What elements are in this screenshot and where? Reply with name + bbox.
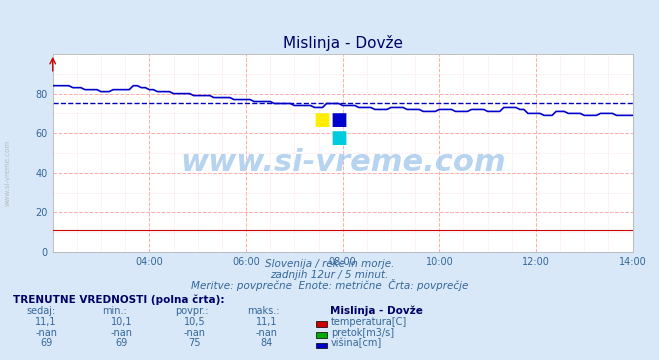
Text: 69: 69 [116, 338, 128, 348]
Text: 84: 84 [261, 338, 273, 348]
Text: www.si-vreme.com: www.si-vreme.com [5, 140, 11, 206]
Text: 69: 69 [40, 338, 52, 348]
Text: pretok[m3/s]: pretok[m3/s] [331, 328, 394, 338]
Text: min.:: min.: [102, 306, 127, 316]
Text: temperatura[C]: temperatura[C] [331, 317, 407, 327]
Text: ■: ■ [313, 111, 330, 129]
Text: višina[cm]: višina[cm] [331, 338, 382, 348]
Text: www.si-vreme.com: www.si-vreme.com [180, 148, 505, 177]
Text: -nan: -nan [183, 328, 206, 338]
Text: zadnjih 12ur / 5 minut.: zadnjih 12ur / 5 minut. [270, 270, 389, 280]
Text: -nan: -nan [256, 328, 278, 338]
Text: Meritve: povprečne  Enote: metrične  Črta: povprečje: Meritve: povprečne Enote: metrične Črta:… [191, 279, 468, 291]
Text: ■: ■ [330, 129, 347, 147]
Text: 10,5: 10,5 [184, 317, 205, 327]
Text: Slovenija / reke in morje.: Slovenija / reke in morje. [265, 259, 394, 269]
Text: 10,1: 10,1 [111, 317, 132, 327]
Text: ■: ■ [330, 111, 347, 129]
Text: maks.:: maks.: [247, 306, 279, 316]
Text: -nan: -nan [111, 328, 133, 338]
Text: -nan: -nan [35, 328, 57, 338]
Title: Mislinja - Dovže: Mislinja - Dovže [283, 35, 403, 51]
Text: 75: 75 [188, 338, 200, 348]
Text: 11,1: 11,1 [256, 317, 277, 327]
Text: Mislinja - Dovže: Mislinja - Dovže [330, 305, 422, 316]
Text: sedaj:: sedaj: [26, 306, 55, 316]
Text: 11,1: 11,1 [36, 317, 57, 327]
Text: TRENUTNE VREDNOSTI (polna črta):: TRENUTNE VREDNOSTI (polna črta): [13, 294, 225, 305]
Text: povpr.:: povpr.: [175, 306, 208, 316]
